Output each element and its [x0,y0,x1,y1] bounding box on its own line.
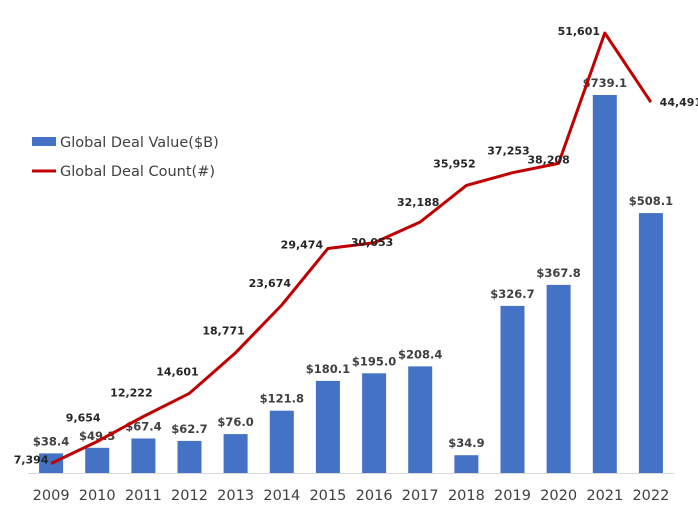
x-axis: 2009 2010 2011 2012 2013 2014 2015 2016 2017 2018… [28,473,674,504]
deal-count-line [50,31,653,465]
bar-2017 [408,366,433,473]
x-tick-2020: 2020 [540,488,577,504]
x-tick-2009: 2009 [33,488,70,504]
x-tick-2015: 2015 [309,488,346,504]
bar-label-2017: $208.4 [398,347,442,361]
bar-2016 [362,373,387,473]
bar-2021 [592,95,617,473]
bar-2019 [500,305,525,473]
count-label-2013: 18,771 [202,325,244,338]
bar-2014 [269,410,294,473]
bar-label-2012: $62.7 [171,422,207,436]
count-label-2011: 12,222 [110,387,152,400]
bar-label-2021: $739.1 [583,76,627,90]
bar-2012 [177,440,202,473]
line-series: 7,394 9,654 12,222 14,601 18,771 23,674 29,474… [14,25,698,467]
x-tick-2012: 2012 [171,488,208,504]
count-label-2014: 23,674 [249,277,292,290]
count-label-2009: 7,394 [14,454,49,467]
x-tick-2021: 2021 [586,488,623,504]
x-tick-2011: 2011 [125,488,162,504]
bar-2013 [223,434,248,473]
count-label-2010: 9,654 [66,412,101,425]
count-label-2016: 30,053 [351,236,393,249]
count-label-2012: 14,601 [156,365,198,378]
bar-2010 [85,447,110,473]
count-label-2018: 35,952 [433,157,475,170]
x-tick-2019: 2019 [494,488,531,504]
legend-label-deal-value: Global Deal Value($B) [60,135,219,151]
bar-label-2009: $38.4 [33,434,69,448]
count-label-2017: 32,188 [397,196,439,209]
bar-label-2013: $76.0 [217,415,253,429]
x-tick-2014: 2014 [263,488,300,504]
bar-label-2015: $180.1 [306,362,350,376]
bar-2011 [131,438,156,473]
x-tick-2016: 2016 [356,488,393,504]
bar-label-2014: $121.8 [260,392,304,406]
count-label-2020: 38,208 [527,153,569,166]
count-label-2022: 44,491 [660,96,698,109]
bar-2015 [315,380,340,473]
bar-label-2010: $49.3 [79,429,115,443]
x-tick-2017: 2017 [402,488,439,504]
legend-label-deal-count: Global Deal Count(#) [60,164,215,180]
count-label-2021: 51,601 [558,25,600,38]
count-label-2015: 29,474 [281,239,324,252]
bar-2018 [454,455,479,473]
bar-2020 [546,284,571,473]
bar-label-2011: $67.4 [125,420,161,434]
bar-label-2020: $367.8 [536,266,580,280]
x-tick-2013: 2013 [217,488,254,504]
bar-label-2016: $195.0 [352,354,396,368]
legend: Global Deal Value($B) Global Deal Count(… [32,135,219,180]
count-label-2019: 37,253 [487,145,529,158]
bar-series: $38.4 $49.3 $67.4 $62.7 $76.0 $121.8 $180.1$19… [33,76,673,473]
x-tick-2022: 2022 [632,488,669,504]
legend-swatch-deal-value [32,137,56,146]
bar-2022 [638,213,663,473]
bar-label-2018: $34.9 [448,436,484,450]
x-tick-2010: 2010 [79,488,116,504]
bar-label-2019: $326.7 [490,287,534,301]
x-tick-2018: 2018 [448,488,485,504]
bar-label-2022: $508.1 [629,194,673,208]
